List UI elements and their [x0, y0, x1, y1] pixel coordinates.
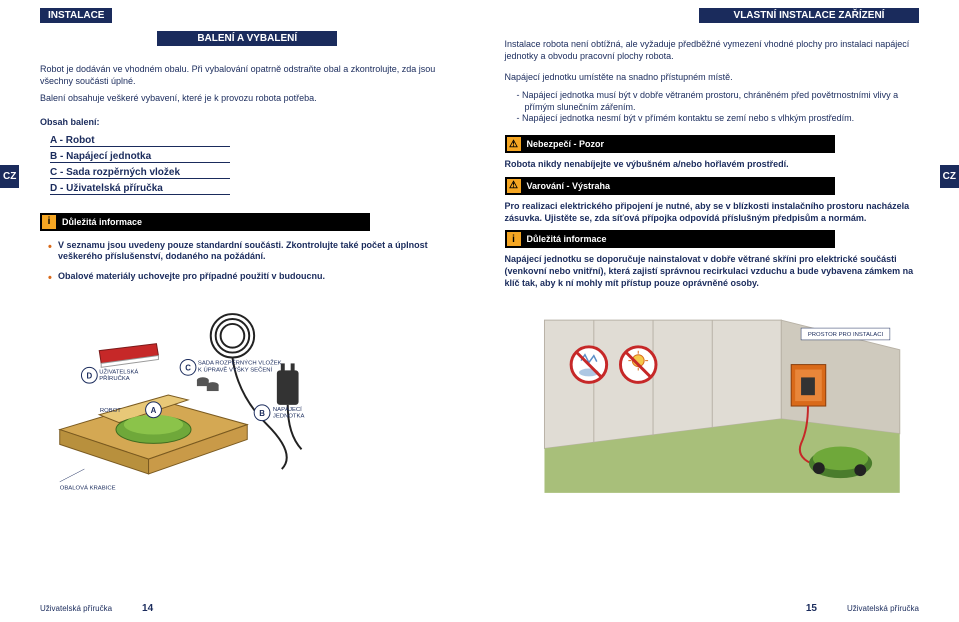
page-right: CZ VLASTNÍ INSTALACE ZAŘÍZENÍ Instalace …	[480, 0, 959, 622]
warning-icon-2: ⚠	[507, 179, 521, 193]
right-d1: - Napájecí jednotka musí být v dobře vět…	[517, 90, 920, 113]
svg-text:B: B	[259, 409, 265, 418]
left-info-b2: Obalové materiály uchovejte pro případné…	[58, 271, 455, 283]
left-info-banner: i Důležitá informace	[40, 213, 370, 231]
right-d2: - Napájecí jednotka nesmí být v přímém k…	[517, 113, 920, 125]
left-subtitle: BALENÍ A VYBALENÍ	[157, 31, 337, 46]
item-b: B - Napájecí jednotka	[50, 151, 455, 163]
left-p2: Balení obsahuje veškeré vybavení, které …	[40, 93, 455, 105]
item-a: A - Robot	[50, 135, 455, 147]
svg-text:NAPÁJECÍJEDNOTKA: NAPÁJECÍJEDNOTKA	[273, 406, 305, 420]
left-info-title: Důležitá informace	[62, 217, 142, 227]
right-p2: Napájecí jednotku umístěte na snadno pří…	[505, 72, 920, 84]
lang-tab-left: CZ	[0, 165, 19, 188]
danger-banner: ⚠ Nebezpečí - Pozor	[505, 135, 835, 153]
info-icon: i	[42, 215, 56, 229]
left-p1: Robot je dodáván ve vhodném obalu. Při v…	[40, 64, 455, 87]
svg-text:C: C	[185, 363, 191, 372]
page-left: CZ INSTALACE BALENÍ A VYBALENÍ Robot je …	[0, 0, 480, 622]
c-label: SADA ROZPĚRNÝCH VLOŽEKK ÚPRAVĚ VÝŠKY SEČ…	[198, 358, 282, 373]
right-title: VLASTNÍ INSTALACE ZAŘÍZENÍ	[699, 8, 919, 23]
item-d: D - Uživatelská příručka	[50, 183, 455, 195]
info-icon-2: i	[507, 232, 521, 246]
right-diagram: PROSTOR PRO INSTALACI	[505, 309, 920, 509]
item-c: C - Sada rozpěrných vložek	[50, 167, 455, 179]
right-info-banner: i Důležitá informace	[505, 230, 835, 248]
install-space-label: PROSTOR PRO INSTALACI	[807, 332, 883, 338]
footer-right: 15Uživatelská příručka	[776, 603, 919, 614]
right-info-text: Napájecí jednotku se doporučuje nainstal…	[505, 254, 920, 289]
right-p1: Instalace robota není obtížná, ale vyžad…	[505, 39, 920, 62]
svg-text:OBALOVÁ KRABICE: OBALOVÁ KRABICE	[60, 485, 116, 492]
d-label: UŽIVATELSKÁPŘÍRUČKA	[99, 367, 138, 382]
svg-text:D: D	[87, 371, 93, 380]
warn-banner: ⚠ Varování - Výstraha	[505, 177, 835, 195]
warning-icon: ⚠	[507, 137, 521, 151]
svg-text:A: A	[151, 406, 157, 415]
left-title: INSTALACE	[40, 8, 112, 23]
contents-heading: Obsah balení:	[40, 117, 455, 129]
danger-text: Robota nikdy nenabíjejte ve výbušném a/n…	[505, 159, 920, 171]
left-diagram: D UŽIVATELSKÁPŘÍRUČKA C SADA ROZPĚRNÝCH …	[40, 295, 455, 495]
lang-tab-right: CZ	[940, 165, 959, 188]
svg-text:ROBOT: ROBOT	[100, 408, 121, 414]
footer-left: Uživatelská příručka14	[40, 603, 183, 614]
warn-text: Pro realizaci elektrického připojení je …	[505, 201, 920, 224]
left-info-b1: V seznamu jsou uvedeny pouze standardní …	[58, 240, 455, 263]
